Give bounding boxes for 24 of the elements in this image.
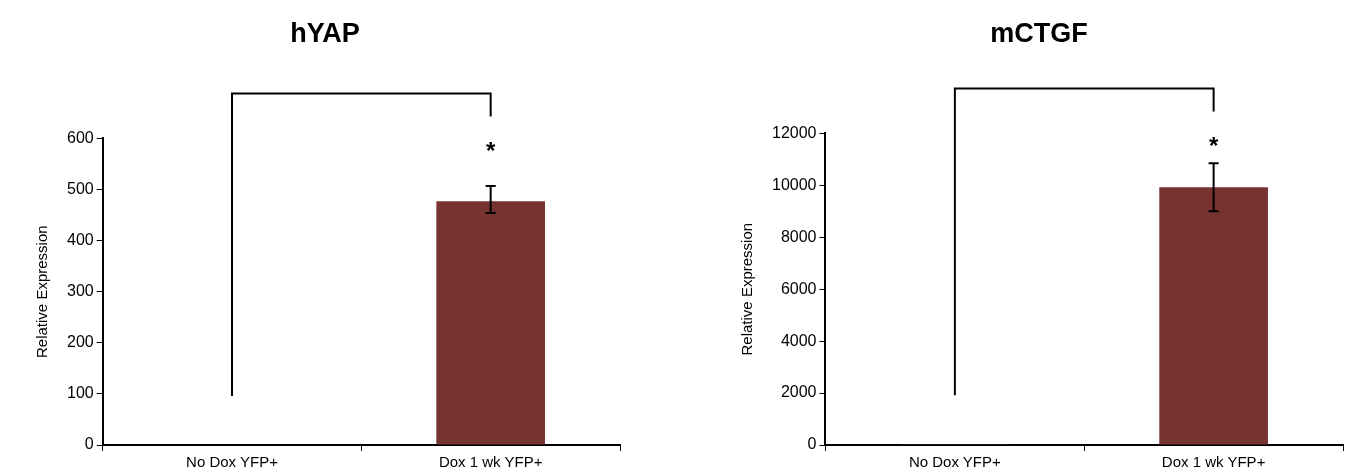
y-tick-label: 4000 [780, 331, 817, 349]
y-axis-title: Relative Expression [738, 222, 756, 356]
y-axis-title: Relative Expression [33, 225, 51, 358]
y-tick-label: 600 [66, 128, 94, 146]
y-tick-label: 300 [66, 282, 94, 300]
chart-title: mCTGF [990, 17, 1088, 48]
y-tick-label: 200 [66, 333, 94, 351]
y-tick-label: 0 [807, 435, 817, 453]
y-tick-label: 2000 [780, 383, 817, 401]
y-tick-label: 8000 [780, 227, 817, 245]
x-tick-label: No Dox YFP+ [908, 453, 1002, 471]
y-tick-label: 0 [84, 435, 94, 453]
y-tick-label: 400 [66, 231, 94, 249]
y-tick-label: 6000 [780, 279, 817, 297]
annotation: * [1208, 132, 1219, 160]
chart-title: hYAP [290, 17, 360, 48]
x-tick-label: No Dox YFP+ [186, 453, 279, 471]
y-tick-label: 10000 [771, 175, 817, 193]
annotation: * [486, 137, 496, 165]
x-tick-label: Dox 1 wk YFP+ [1161, 453, 1266, 471]
y-tick-label: 500 [66, 179, 94, 197]
x-tick-label: Dox 1 wk YFP+ [438, 453, 543, 471]
y-tick-label: 12000 [771, 123, 817, 141]
y-tick-label: 100 [66, 384, 94, 402]
